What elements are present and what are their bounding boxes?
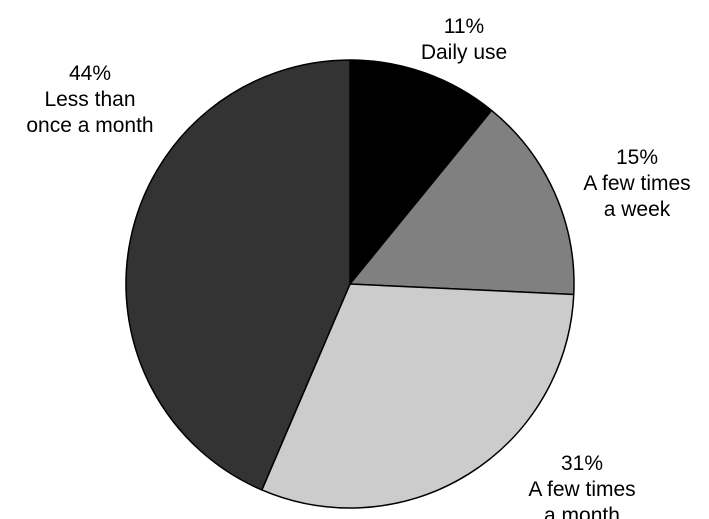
slice-value-label: 15% bbox=[616, 146, 658, 169]
slice-category-label: A few times bbox=[583, 172, 690, 195]
slice-category-label: Less than bbox=[44, 88, 135, 111]
slice-category-label: once a month bbox=[26, 114, 153, 137]
slice-label-daily-use: 11% Daily use bbox=[421, 15, 507, 64]
slice-label-a-few-times-a-month: 31% A few times a month bbox=[528, 452, 635, 519]
slice-label-less-than-once-a-month: 44% Less than once a month bbox=[26, 62, 153, 137]
pie-labels: 11% Daily use 15% A few times a week 31% A few… bbox=[26, 15, 690, 519]
pie-slices bbox=[125, 59, 575, 509]
slice-category-label: A few times bbox=[528, 478, 635, 501]
pie-slice-daily-use bbox=[349, 59, 493, 285]
slice-category-label: a week bbox=[604, 198, 671, 221]
slice-category-label: a month bbox=[544, 504, 620, 519]
slice-value-label: 44% bbox=[69, 62, 111, 85]
pie-slice-less-than-once-a-month bbox=[125, 59, 351, 491]
slice-value-label: 11% bbox=[444, 15, 484, 38]
slice-category-label: Daily use bbox=[421, 41, 507, 64]
pie-slice-a-few-times-a-month bbox=[261, 283, 575, 509]
pie-slice-a-few-times-a-week bbox=[349, 109, 575, 296]
slice-value-label: 31% bbox=[561, 452, 603, 475]
slice-label-a-few-times-a-week: 15% A few times a week bbox=[583, 146, 690, 221]
